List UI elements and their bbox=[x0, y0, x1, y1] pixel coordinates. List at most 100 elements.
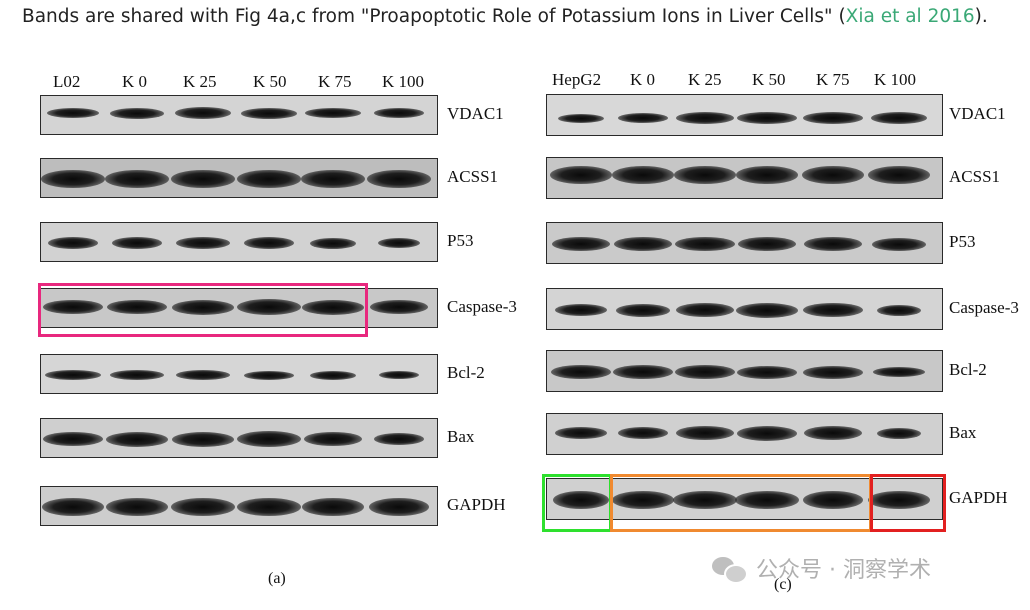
blot-strip bbox=[546, 157, 943, 199]
protein-band bbox=[675, 365, 735, 379]
protein-band bbox=[675, 237, 735, 251]
panel-a-caption: (a) bbox=[268, 570, 286, 587]
blot-strip bbox=[40, 288, 438, 328]
protein-label: ACSS1 bbox=[447, 167, 499, 186]
protein-band bbox=[802, 166, 864, 184]
blot-strip bbox=[546, 94, 943, 136]
lane-label: K 25 bbox=[688, 70, 722, 89]
blot-strip bbox=[40, 486, 438, 526]
protein-band bbox=[112, 237, 162, 249]
protein-band bbox=[555, 304, 607, 316]
protein-band bbox=[302, 299, 364, 315]
protein-band bbox=[804, 237, 862, 251]
figure-caption: Bands are shared with Fig 4a,c from "Pro… bbox=[22, 6, 988, 27]
protein-band bbox=[803, 365, 863, 379]
protein-band bbox=[374, 433, 424, 445]
protein-label: ACSS1 bbox=[949, 167, 1001, 186]
protein-label: P53 bbox=[447, 231, 474, 250]
blot-strip bbox=[40, 354, 438, 394]
protein-band bbox=[804, 426, 862, 440]
protein-band bbox=[43, 432, 103, 446]
lane-label: K 0 bbox=[630, 70, 656, 89]
protein-label: Caspase-3 bbox=[949, 298, 1019, 317]
panel-c-lane-labels: HepG2 K 0 K 25 K 50 K 75 K 100 bbox=[0, 70, 1030, 94]
panel-a-lane-labels: L02 K 0 K 25 K 50 K 75 K 100 bbox=[0, 72, 440, 96]
protein-label: GAPDH bbox=[949, 488, 1008, 507]
panel-c-gapdh-lane6-highlight bbox=[870, 474, 946, 532]
protein-band bbox=[43, 300, 103, 314]
protein-band bbox=[237, 170, 301, 188]
lane-label: K 75 bbox=[816, 70, 850, 89]
panel-c-gapdh-lane1-highlight bbox=[542, 474, 612, 532]
protein-band bbox=[45, 370, 101, 380]
lane-label: K 75 bbox=[318, 72, 352, 91]
protein-band bbox=[237, 431, 301, 447]
protein-band bbox=[676, 303, 734, 317]
lane-label: K 25 bbox=[183, 72, 217, 91]
protein-band bbox=[803, 112, 863, 124]
protein-label: Caspase-3 bbox=[447, 297, 517, 316]
protein-band bbox=[176, 237, 230, 249]
panel-c-gapdh-lanes2-5-highlight bbox=[610, 474, 872, 532]
protein-band bbox=[244, 370, 294, 380]
protein-band bbox=[676, 112, 734, 124]
protein-band bbox=[673, 491, 737, 509]
wechat-icon bbox=[712, 555, 748, 584]
blot-strip bbox=[546, 222, 943, 264]
protein-band bbox=[676, 426, 734, 440]
protein-band bbox=[105, 170, 169, 188]
protein-band bbox=[367, 170, 431, 188]
protein-band bbox=[244, 237, 294, 249]
caption-suffix: ). bbox=[974, 6, 988, 27]
protein-band bbox=[172, 299, 234, 315]
protein-band bbox=[301, 170, 365, 188]
protein-band bbox=[738, 237, 796, 251]
lane-label: L02 bbox=[53, 72, 81, 91]
protein-band bbox=[737, 365, 797, 379]
protein-band bbox=[737, 425, 797, 441]
protein-label: GAPDH bbox=[447, 495, 506, 514]
protein-band bbox=[614, 237, 672, 251]
protein-band bbox=[735, 491, 799, 509]
protein-label: Bcl-2 bbox=[447, 363, 485, 382]
protein-band bbox=[172, 431, 234, 447]
protein-band bbox=[868, 491, 930, 509]
caption-prefix: Bands are shared with Fig 4a,c from "Pro… bbox=[22, 6, 846, 27]
lane-label: K 100 bbox=[874, 70, 917, 89]
watermark: 公众号 · 洞察学术 bbox=[712, 552, 931, 584]
protein-band bbox=[48, 237, 98, 249]
protein-band bbox=[736, 166, 798, 184]
protein-band bbox=[106, 431, 168, 447]
protein-band bbox=[873, 367, 925, 377]
protein-band bbox=[616, 303, 670, 317]
protein-band bbox=[110, 370, 164, 380]
lane-label: K 0 bbox=[122, 72, 148, 91]
protein-band bbox=[237, 299, 301, 315]
protein-band bbox=[310, 370, 356, 380]
protein-band bbox=[558, 113, 604, 123]
protein-band bbox=[737, 112, 797, 124]
protein-band bbox=[550, 166, 612, 184]
protein-band bbox=[674, 166, 736, 184]
protein-band bbox=[378, 238, 420, 248]
protein-band bbox=[872, 237, 926, 251]
protein-band bbox=[107, 300, 167, 314]
citation-link[interactable]: Xia et al 2016 bbox=[845, 6, 975, 27]
protein-label: Bax bbox=[447, 427, 475, 446]
protein-band bbox=[171, 498, 235, 516]
protein-label: P53 bbox=[949, 232, 976, 251]
protein-band bbox=[110, 107, 164, 119]
protein-band bbox=[612, 166, 674, 184]
protein-band bbox=[618, 427, 668, 439]
protein-band bbox=[42, 498, 104, 516]
protein-band bbox=[555, 427, 607, 439]
protein-band bbox=[736, 302, 798, 318]
protein-band bbox=[47, 108, 99, 118]
protein-band bbox=[305, 108, 361, 118]
lane-label: K 100 bbox=[382, 72, 425, 91]
protein-band bbox=[803, 303, 863, 317]
blot-strip bbox=[40, 95, 438, 135]
protein-label: VDAC1 bbox=[447, 104, 504, 123]
blot-strip bbox=[40, 222, 438, 262]
protein-band bbox=[175, 107, 231, 119]
